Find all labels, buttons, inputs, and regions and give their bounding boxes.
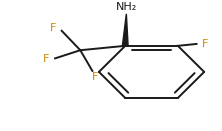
Polygon shape [122,14,128,46]
Text: F: F [92,72,98,82]
Text: F: F [43,54,49,64]
Text: F: F [202,39,208,49]
Text: NH₂: NH₂ [116,2,137,12]
Text: F: F [50,23,57,33]
